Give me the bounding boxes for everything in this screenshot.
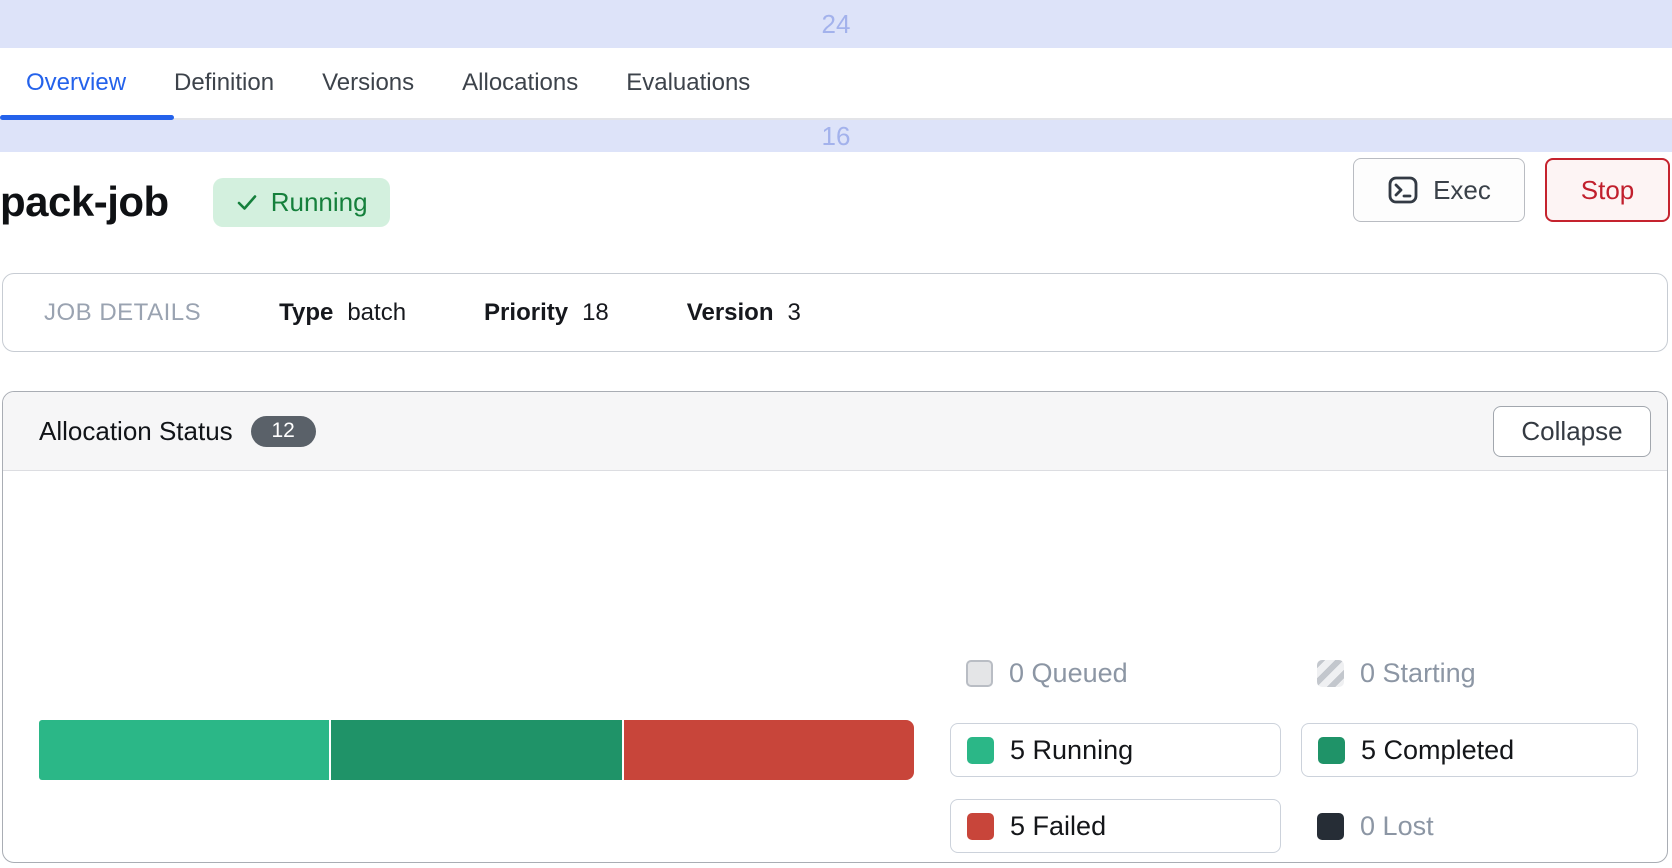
spacing-annotation-tabs: 16 [0,120,1672,152]
collapse-button-label: Collapse [1521,415,1623,446]
allocation-status-title: Allocation Status [39,415,233,446]
legend-item-starting: 0 Starting [1301,646,1638,700]
legend-item-lost: 0 Lost [1301,799,1638,853]
tab-allocations[interactable]: Allocations [462,69,579,96]
allocation-status-card: Allocation Status 12 Collapse 0 Queued [2,391,1668,863]
spacing-annotation-top-value: 24 [821,8,851,39]
completed-swatch-icon [1318,736,1345,764]
job-detail-type-label: Type [279,298,334,326]
legend-failed-text: 5 Failed [1010,810,1107,841]
legend-starting-text: 0 Starting [1360,657,1476,688]
allocation-chart-area: 0 Queued 0 Starting 5 Running 5 Complete… [3,471,1667,862]
job-details-strip: JOB DETAILS Type batch Priority 18 Versi… [2,273,1668,352]
stop-button[interactable]: Stop [1545,158,1670,222]
job-detail-version-value: 3 [787,298,801,326]
job-detail-priority: Priority 18 [484,299,609,327]
check-icon [237,195,257,210]
running-swatch-icon [967,736,994,764]
job-tab-bar: Overview Definition Versions Allocations… [0,48,1672,120]
terminal-icon [1388,176,1418,204]
legend-item-completed[interactable]: 5 Completed [1301,723,1638,777]
job-detail-type-value: batch [347,298,407,326]
legend-item-queued: 0 Queued [950,646,1281,700]
allocation-stacked-bar [39,720,914,780]
bar-segment-running[interactable] [39,720,330,780]
lost-swatch-icon [1317,812,1344,840]
tab-versions[interactable]: Versions [322,69,415,96]
exec-button-label: Exec [1433,174,1491,205]
legend-running-text: 5 Running [1010,734,1134,765]
tab-evaluations[interactable]: Evaluations [626,69,751,96]
job-detail-priority-label: Priority [484,298,569,326]
page-title: pack-job [0,178,169,225]
job-detail-version-label: Version [686,298,774,326]
legend-completed-text: 5 Completed [1361,734,1515,765]
exec-button[interactable]: Exec [1353,158,1525,222]
status-badge-label: Running [270,186,368,217]
job-detail-type: Type batch [279,299,406,327]
header-actions: Exec Stop [1353,158,1670,222]
tab-overview[interactable]: Overview [26,69,127,96]
tab-definition[interactable]: Definition [174,69,275,96]
allocation-count-badge: 12 [250,415,316,447]
failed-swatch-icon [967,812,994,840]
active-tab-underline [0,115,174,120]
collapse-button[interactable]: Collapse [1493,405,1651,457]
legend-item-failed[interactable]: 5 Failed [950,799,1281,853]
job-detail-version: Version 3 [687,299,801,327]
job-header: pack-job Running Exec Stop [0,152,1672,252]
job-details-heading: JOB DETAILS [44,298,202,326]
legend-item-running[interactable]: 5 Running [950,723,1281,777]
bar-segment-completed[interactable] [331,720,622,780]
legend-queued-text: 0 Queued [1009,657,1128,688]
legend-lost-text: 0 Lost [1360,810,1434,841]
job-detail-priority-value: 18 [582,298,609,326]
stop-button-label: Stop [1580,174,1635,205]
bar-segment-failed[interactable] [623,720,914,780]
starting-swatch-icon [1317,659,1344,687]
status-badge: Running [212,177,390,227]
queued-swatch-icon [966,659,993,687]
spacing-annotation-top: 24 [0,0,1672,48]
spacing-annotation-tabs-value: 16 [821,120,851,151]
allocation-status-header: Allocation Status 12 Collapse [3,392,1667,471]
